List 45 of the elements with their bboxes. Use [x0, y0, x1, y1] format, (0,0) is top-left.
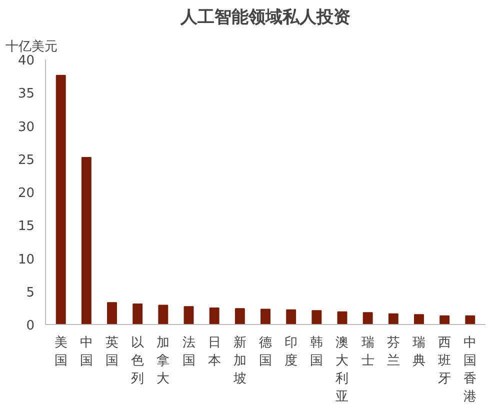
y-tick-label: 15 [18, 219, 35, 234]
y-tick-label: 30 [18, 120, 35, 135]
y-tick-label: 10 [18, 252, 35, 268]
y-tick-label: 35 [18, 86, 35, 102]
bar [440, 315, 450, 324]
bar [234, 308, 245, 324]
x-tick-label: 西班牙 [438, 336, 452, 386]
y-tick-label: 40 [18, 54, 35, 68]
bar [388, 313, 398, 324]
bar [312, 310, 322, 324]
chart-title: 人工智能领域私人投资 [180, 8, 350, 28]
bar [260, 308, 270, 324]
x-tick-label: 日本 [208, 336, 221, 368]
bar [56, 74, 66, 324]
x-tick-label: 中国 [80, 336, 93, 368]
y-tick-label: 25 [18, 152, 35, 168]
x-tick-label: 韩国 [310, 336, 324, 368]
x-tick-label: 芬兰 [386, 336, 400, 368]
bar [81, 157, 92, 324]
bar [337, 311, 348, 324]
x-tick-label: 中国香港 [464, 336, 477, 404]
x-tick-label: 英国 [106, 336, 119, 368]
bar [184, 306, 194, 324]
x-tick-label: 加拿大 [156, 336, 170, 386]
y-tick-label: 5 [26, 285, 35, 300]
bar [414, 314, 424, 324]
x-tick-label: 法国 [182, 336, 196, 368]
y-tick-label: 0 [26, 318, 35, 334]
bar [286, 309, 296, 324]
x-tick-label: 新加坡 [232, 336, 246, 386]
x-tick-label: 澳大利亚 [336, 336, 349, 404]
x-tick-label: 瑞士 [361, 336, 374, 368]
x-tick-label: 以色列 [131, 336, 144, 386]
y-tick-label: 20 [18, 186, 35, 201]
bar [132, 303, 143, 324]
bar [158, 304, 168, 324]
x-tick-label: 印度 [284, 336, 298, 368]
y-axis-title: 十亿美元 [6, 38, 58, 54]
bar [209, 307, 220, 324]
x-tick-label: 美国 [54, 334, 68, 368]
bar [465, 315, 476, 324]
x-tick-label: 瑞典 [412, 336, 426, 368]
x-tick-label: 德国 [259, 336, 272, 368]
bar [362, 312, 373, 324]
bar [107, 302, 117, 324]
